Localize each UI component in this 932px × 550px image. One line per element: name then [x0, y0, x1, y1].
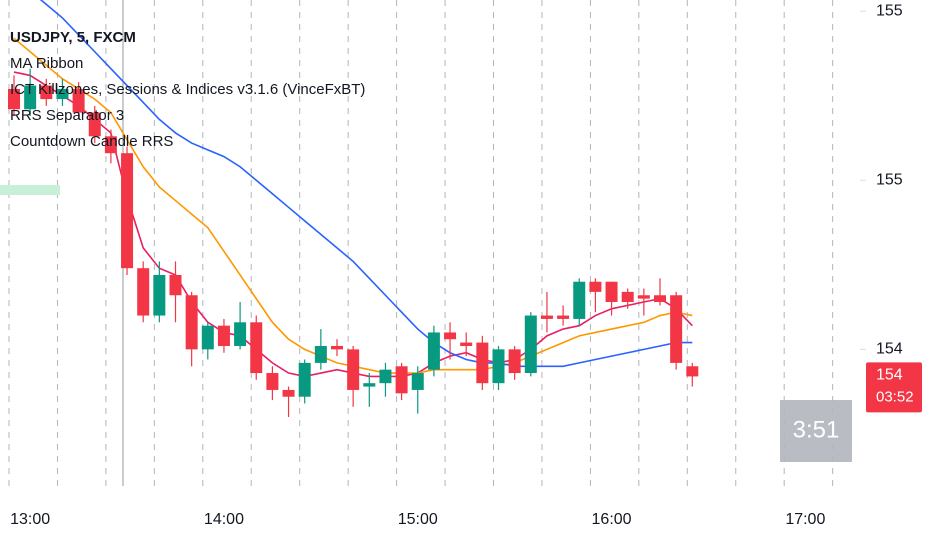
candle-body [621, 291, 634, 303]
grid [8, 0, 834, 486]
candle-body [217, 325, 230, 346]
candle-body [605, 281, 618, 303]
legend-text: MA Ribbon [10, 55, 83, 72]
candle-body [72, 88, 85, 113]
candle-body [40, 85, 53, 100]
x-tick-label: 13:00 [10, 511, 50, 528]
candle-body [670, 295, 683, 363]
session-band [0, 185, 60, 195]
timer-box [780, 400, 852, 462]
candle-body [266, 373, 279, 390]
candle-body [444, 332, 457, 340]
legend-text: USDJPY, 5, FXCM [10, 29, 136, 46]
candle-body [524, 315, 537, 374]
candle-body [460, 342, 473, 346]
candle-body [395, 366, 408, 394]
candle-body [573, 281, 586, 319]
candle-body [347, 349, 360, 390]
candle-body [137, 268, 150, 316]
candle-body [476, 342, 489, 384]
y-tick-label: 155 [876, 171, 903, 188]
x-tick-label: 16:00 [592, 511, 632, 528]
candle-body [282, 389, 295, 397]
x-tick-label: 17:00 [785, 511, 825, 528]
candle-body [427, 332, 440, 370]
candle-body [201, 325, 214, 350]
candle-body [363, 383, 376, 387]
x-tick-label: 15:00 [398, 511, 438, 528]
candle-body [121, 153, 134, 269]
candle-body [540, 315, 553, 319]
candle-body [153, 274, 166, 316]
candle-body [234, 322, 247, 346]
legend-text: RRS Separator 3 [10, 107, 124, 124]
candle-body [637, 295, 650, 299]
candle-body [56, 88, 69, 100]
candle-body [411, 373, 424, 390]
legend-text: ICT Killzones, Sessions & Indices v3.1.6… [10, 81, 365, 98]
candle-body [508, 349, 521, 374]
y-tick-label: 154 [876, 341, 903, 358]
axes: 155 155 154 13:00 14:00 15:00 16:00 17:00 154 03:… [10, 2, 922, 528]
candle-body [24, 85, 37, 110]
candle-body [379, 369, 392, 384]
candle-body [331, 345, 343, 350]
x-tick-label: 14:00 [204, 511, 244, 528]
y-tick-label: 155 [876, 2, 903, 19]
candle-body [589, 281, 602, 292]
candle-body [492, 349, 505, 384]
candle-body [686, 366, 699, 377]
ma-line [39, 0, 693, 368]
candle-body [298, 362, 311, 397]
candle-body [250, 322, 263, 374]
candle-body [314, 345, 327, 363]
candle-body [8, 88, 20, 110]
legend-text: Countdown Candle RRS [10, 133, 173, 150]
legend: USDJPY, 5, FXCM MA Ribbon ICT Killzones, S… [10, 29, 365, 150]
candle-body [104, 136, 117, 154]
candle-body [654, 295, 666, 303]
price-tag [866, 362, 922, 413]
candle-body [88, 112, 101, 137]
timer-text: 3:51 [793, 416, 840, 443]
candle-body [185, 295, 198, 350]
plot: 3:51 [8, 0, 852, 462]
countdown: 03:52 [876, 388, 914, 405]
price-label: 154 [876, 367, 903, 384]
candle-body [557, 315, 570, 319]
candle-body [169, 274, 182, 296]
